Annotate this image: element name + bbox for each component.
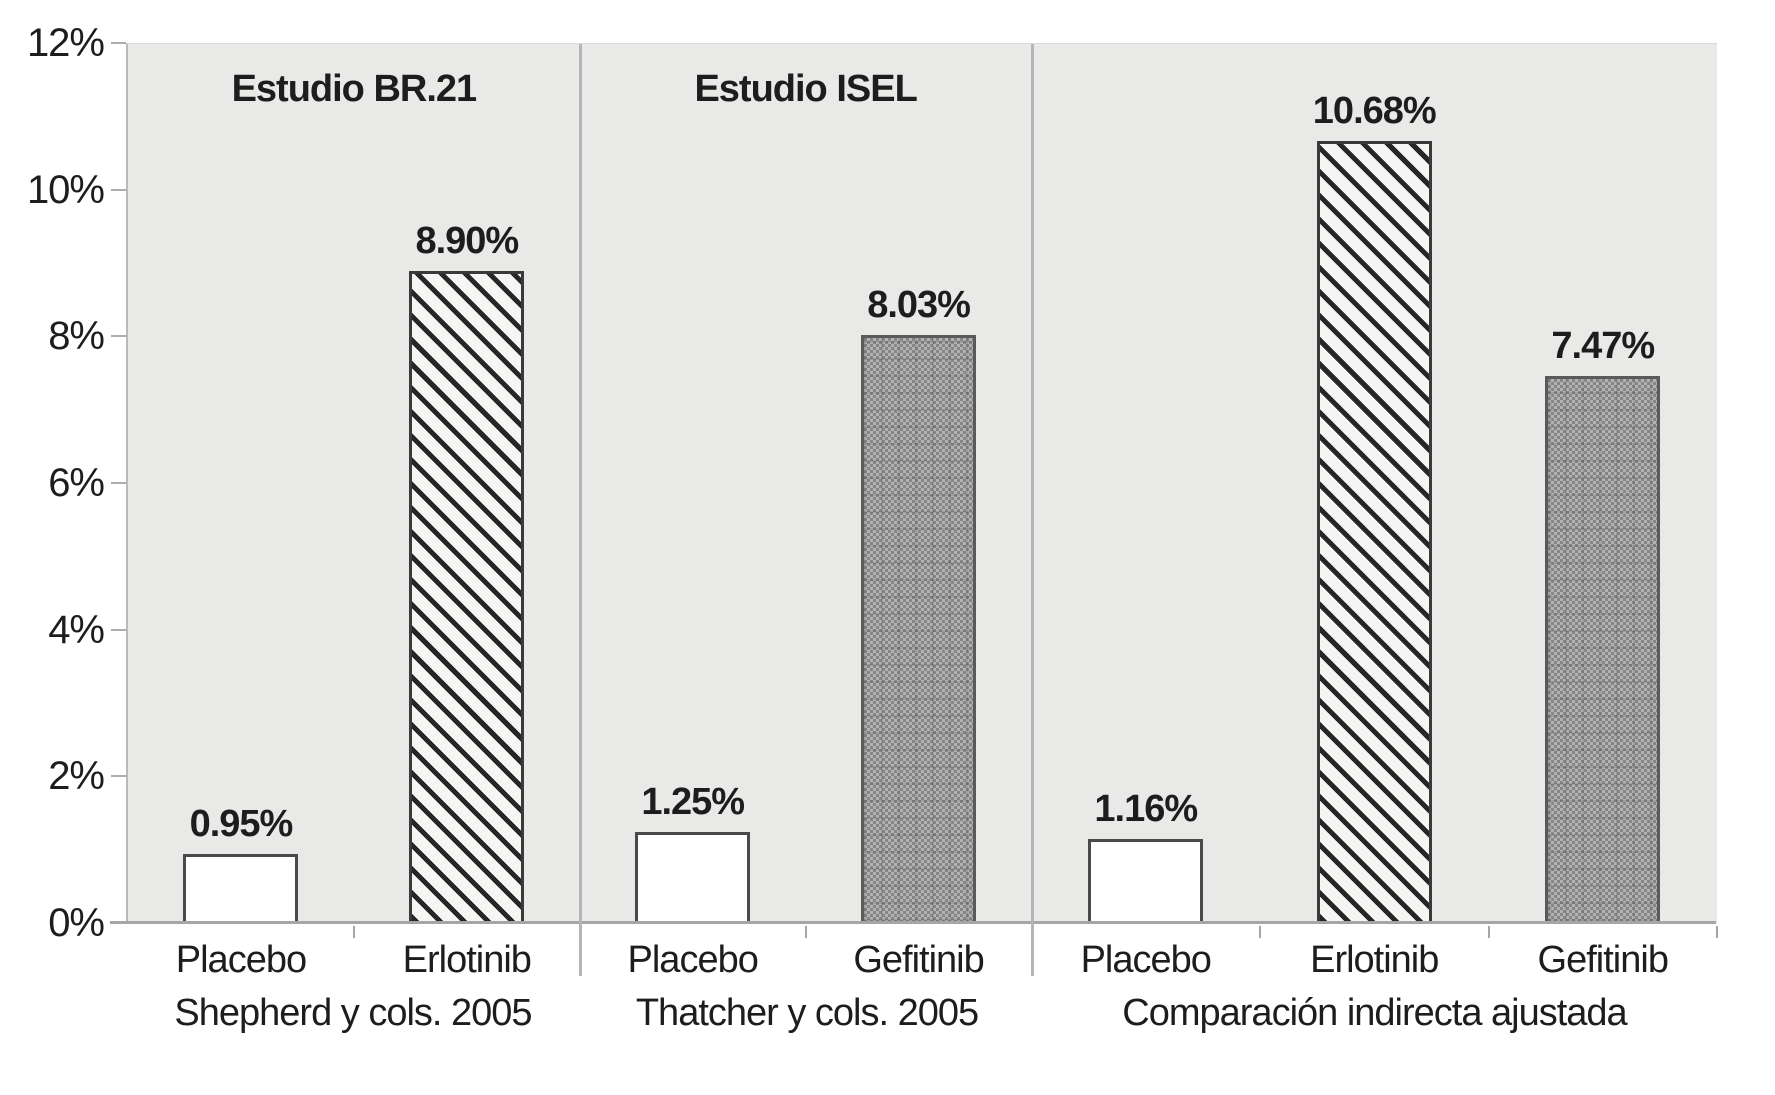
- category-label: Erlotinib: [402, 939, 532, 981]
- bar-erlotinib: [409, 271, 525, 924]
- plot-area: Estudio BR.21 0.95% Placebo 8.90% Erlotinib E…: [126, 43, 1718, 980]
- y-tick-label: 8%: [48, 314, 105, 359]
- x-axis-tick: [1716, 926, 1718, 938]
- y-axis-tick: [111, 628, 126, 631]
- bar-value-label: 8.03%: [867, 284, 971, 327]
- x-axis-tick: [1259, 926, 1261, 938]
- y-axis-tick: [111, 188, 126, 191]
- panels-container: Estudio BR.21 0.95% Placebo 8.90% Erlotinib E…: [128, 44, 1718, 980]
- category-label: Placebo: [627, 939, 759, 981]
- category-label: Erlotinib: [1310, 939, 1439, 981]
- chart-panel: Estudio ISEL 1.25% Placebo 8.03% Gefitinib: [580, 44, 1034, 980]
- y-tick-label: 6%: [48, 461, 105, 505]
- bar-placebo: [635, 832, 751, 924]
- category-slot: 0.95% Placebo: [128, 44, 355, 980]
- y-axis-tick: [111, 775, 126, 778]
- category-slot: 1.16% Placebo: [1032, 44, 1261, 980]
- y-tick-label: 10%: [26, 167, 105, 212]
- chart-panel: 1.16% Placebo 10.68% Erlotinib 7.47% Gefitini…: [1032, 44, 1718, 980]
- bar-erlotinib: [1316, 140, 1432, 924]
- bar-value-label: 10.68%: [1312, 89, 1437, 132]
- panel-divider: [1030, 44, 1034, 976]
- category-label: Placebo: [1080, 939, 1212, 981]
- bar-value-label: 1.25%: [641, 781, 745, 824]
- group-labels-row: Shepherd y cols. 2005 Thatcher y cols. 20…: [126, 992, 1715, 1034]
- category-label: Placebo: [175, 939, 307, 981]
- x-axis-baseline: [110, 921, 1716, 924]
- bar-value-label: 1.16%: [1094, 787, 1198, 830]
- category-slot: 10.68% Erlotinib: [1260, 44, 1490, 980]
- panel-title: Estudio BR.21: [231, 68, 478, 110]
- bar-placebo: [1088, 838, 1204, 924]
- group-label: Thatcher y cols. 2005: [635, 992, 979, 1034]
- x-axis-tick: [1487, 926, 1490, 938]
- x-axis-tick: [352, 926, 355, 938]
- y-tick-label: 4%: [48, 607, 105, 652]
- y-tick-label: 2%: [48, 754, 105, 799]
- bar-value-label: 8.90%: [415, 220, 519, 263]
- bar-value-label: 7.47%: [1551, 325, 1655, 368]
- panel-divider: [578, 44, 582, 976]
- y-tick-label: 0%: [48, 901, 105, 945]
- category-slot: 1.25% Placebo: [580, 44, 807, 980]
- y-axis-tick: [111, 42, 126, 44]
- category-label: Gefitinib: [1537, 939, 1669, 981]
- category-slot: 7.47% Gefitinib: [1489, 44, 1718, 980]
- category-slot: 8.90% Erlotinib: [354, 44, 581, 980]
- bar-gefitinib: [861, 335, 977, 924]
- y-tick-label: 12%: [26, 21, 105, 65]
- bar-placebo: [183, 854, 299, 924]
- y-axis-tick: [111, 335, 126, 338]
- chart-panel: Estudio BR.21 0.95% Placebo 8.90% Erlotinib: [128, 44, 582, 980]
- bar-value-label: 0.95%: [189, 803, 294, 846]
- bar-gefitinib: [1545, 376, 1661, 924]
- panel-title: Estudio ISEL: [694, 68, 917, 110]
- y-axis-tick: [111, 482, 126, 484]
- category-slot: 8.03% Gefitinib: [806, 44, 1033, 980]
- group-label: Comparación indirecta ajustada: [1122, 992, 1627, 1034]
- group-label: Shepherd y cols. 2005: [174, 992, 532, 1034]
- category-label: Gefitinib: [853, 939, 984, 981]
- x-axis-tick: [804, 926, 807, 938]
